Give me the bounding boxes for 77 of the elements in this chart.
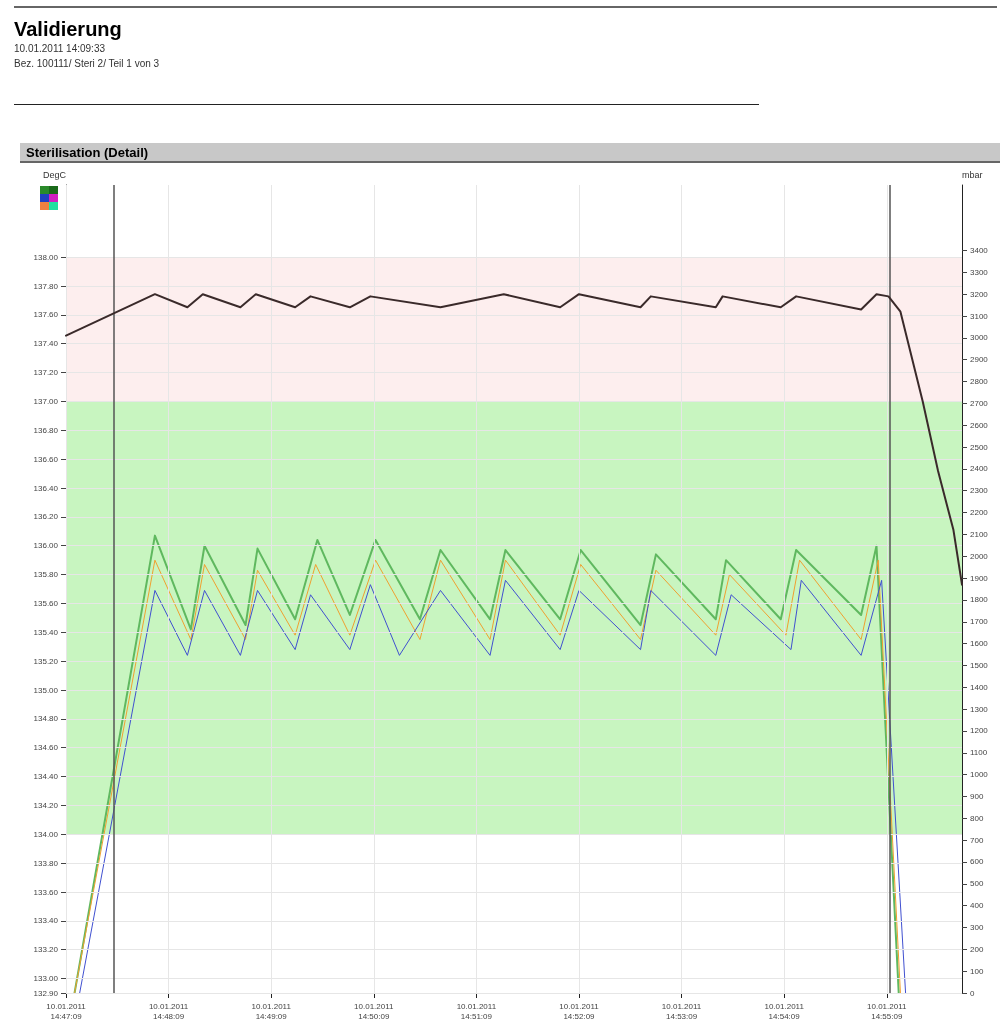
y2-tick-label: 2200 <box>970 508 989 518</box>
y-tick-label: 136.60 <box>33 454 59 464</box>
y2-tick-label: 1400 <box>970 682 989 692</box>
x-tick-label: 10.01.2011 14:55:09 <box>867 1001 908 1021</box>
y-tick-label: 133.60 <box>33 887 59 897</box>
x-tick-label: 10.01.2011 14:53:09 <box>661 1001 702 1021</box>
y2-tick-label: 2000 <box>970 551 989 561</box>
y-tick-label: 136.00 <box>33 541 59 551</box>
x-tick-label: 10.01.2011 14:52:09 <box>559 1001 600 1021</box>
y2-tick-label: 3300 <box>970 267 989 277</box>
x-tick-label: 10.01.2011 14:50:09 <box>354 1001 395 1021</box>
x-tick-label: 10.01.2011 14:48:09 <box>148 1001 189 1021</box>
y2-tick-label: 1500 <box>970 660 989 670</box>
y-tick-label: 134.40 <box>33 772 59 782</box>
y-tick-label: 133.00 <box>33 974 59 984</box>
y-tick-label: 137.80 <box>33 281 59 291</box>
y-tick-label: 133.80 <box>33 858 59 868</box>
x-tick-label: 10.01.2011 14:54:09 <box>764 1001 805 1021</box>
chart-title: Validierung <box>14 18 123 41</box>
y2-tick-label: 3000 <box>970 333 989 343</box>
y2-axis-title: mbar <box>962 169 983 180</box>
y-tick-label: 134.00 <box>33 829 59 839</box>
y2-tick-label: 100 <box>970 966 984 976</box>
y2-tick-label: 300 <box>970 922 984 932</box>
y2-tick-label: 2300 <box>970 486 989 496</box>
y-tick-label: 132.90 <box>33 988 59 998</box>
y2-tick-label: 1100 <box>970 748 988 758</box>
y2-tick-label: 1800 <box>970 595 989 605</box>
y2-tick-label: 800 <box>970 813 984 823</box>
y2-tick-label: 2900 <box>970 355 989 365</box>
y2-tick-label: 3400 <box>970 246 989 256</box>
y2-tick-label: 900 <box>970 791 984 801</box>
y-tick-label: 133.40 <box>33 916 59 926</box>
y2-tick-label: 1000 <box>970 770 989 780</box>
y-tick-label: 137.40 <box>33 339 59 349</box>
y-tick-label: 133.20 <box>33 945 59 955</box>
y2-tick-label: 3200 <box>970 289 989 299</box>
y2-tick-label: 2100 <box>970 529 989 539</box>
y2-tick-label: 0 <box>970 988 975 998</box>
y2-tick-label: 1900 <box>970 573 989 583</box>
y-tick-label: 135.00 <box>33 685 59 695</box>
y2-tick-label: 1300 <box>970 704 989 714</box>
y-tick-label: 135.60 <box>33 598 59 608</box>
y2-tick-label: 400 <box>970 901 984 911</box>
y2-tick-label: 500 <box>970 879 984 889</box>
y2-tick-label: 200 <box>970 944 984 954</box>
y-tick-label: 134.20 <box>33 800 59 810</box>
text: Bez. 100111/ Steri 2/ Teil 1 von 3 <box>14 58 161 69</box>
y2-tick-label: 3100 <box>970 311 989 321</box>
y-tick-label: 136.80 <box>33 425 59 435</box>
chart-subtitle: 10.01.2011 14:09:33 <box>14 43 106 54</box>
y2-tick-label: 2600 <box>970 420 989 430</box>
y-tick-label: 135.20 <box>33 656 59 666</box>
y-axis-title: DegC <box>42 169 67 180</box>
y-tick-label: 135.40 <box>33 627 59 637</box>
y2-tick-label: 2700 <box>970 398 989 408</box>
y2-tick-label: 1200 <box>970 726 989 736</box>
y-tick-label: 134.60 <box>33 743 59 753</box>
y2-tick-label: 2800 <box>970 377 989 387</box>
y2-tick-label: 600 <box>970 857 984 867</box>
y2-tick-label: 1600 <box>970 639 989 649</box>
x-tick-label: 10.01.2011 14:47:09 <box>46 1001 87 1021</box>
y2-tick-label: 2400 <box>970 464 989 474</box>
y2-tick-label: 1700 <box>970 617 989 627</box>
y-tick-label: 137.00 <box>33 396 59 406</box>
text: Sterilisation (Detail) <box>20 143 1000 163</box>
y-tick-label: 136.20 <box>33 512 59 522</box>
y-tick-label: 138.00 <box>33 252 59 262</box>
y2-tick-label: 700 <box>970 835 984 845</box>
y2-tick-label: 2500 <box>970 442 989 452</box>
x-tick-label: 10.01.2011 14:51:09 <box>456 1001 497 1021</box>
y-tick-label: 134.80 <box>33 714 59 724</box>
y-tick-label: 135.80 <box>33 570 59 580</box>
y-tick-label: 137.20 <box>33 368 59 378</box>
y-tick-label: 136.40 <box>33 483 59 493</box>
y-tick-label: 137.60 <box>33 310 59 320</box>
x-tick-label: 10.01.2011 14:49:09 <box>251 1001 292 1021</box>
